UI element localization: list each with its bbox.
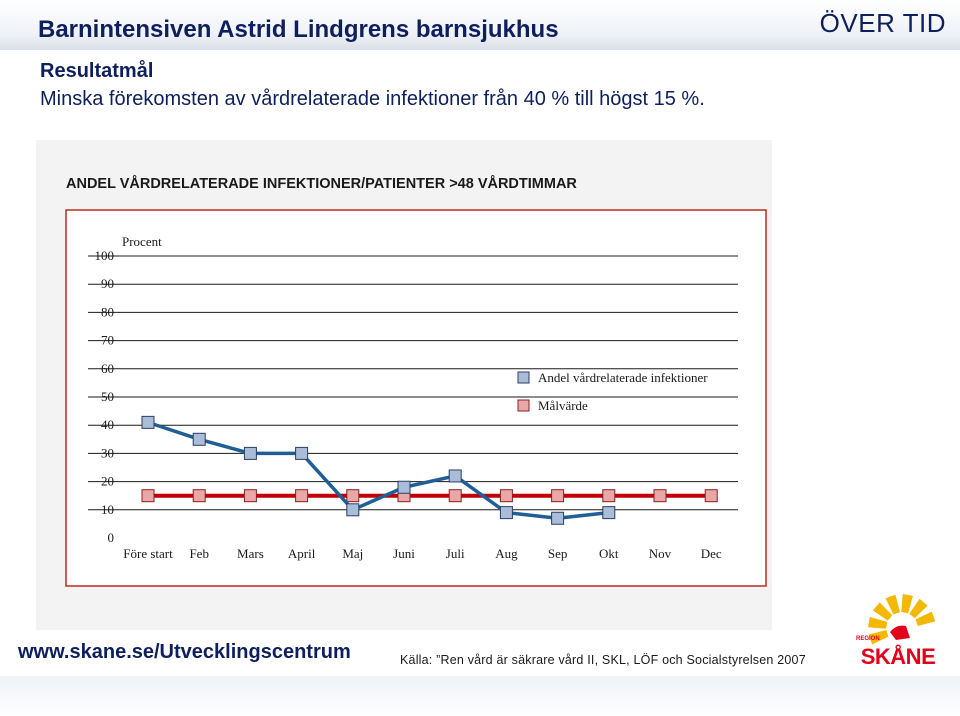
y-tick-40: 40 [101,417,114,432]
x-tick-1: Feb [189,546,209,561]
series-1-point-2 [243,489,257,503]
y-tick-50: 50 [101,389,114,404]
y-tick-labels: 0 10 20 30 40 50 60 70 80 90 100 [95,248,115,545]
y-tick-10: 10 [101,502,114,517]
plot-frame [65,209,767,587]
y-tick-90: 90 [101,276,114,291]
y-tick-0: 0 [108,530,115,545]
series-line-0 [147,420,609,521]
series-0-point-5 [397,480,411,494]
x-tick-labels: Före start Feb Mars April Maj Juni Juli Aug Sep O… [123,546,722,561]
x-tick-10: Nov [649,546,672,561]
y-tick-70: 70 [101,333,114,348]
source-note: Källa: ”Ren vård är säkrare vård II, SKL… [400,653,806,667]
result-goal-text: Minska förekomsten av vårdrelaterade inf… [40,88,705,110]
y-tick-20: 20 [101,474,114,489]
series-0-point-6 [448,469,462,483]
logo-text: SKÅNE [860,644,936,669]
series-0-point-7 [499,506,513,520]
logo-mark [868,594,936,645]
x-tick-5: Juni [393,546,415,561]
logo-ray-5 [909,598,928,619]
series-1-point-8 [551,489,565,503]
chart-title: ANDEL VÅRDRELATERADE INFEKTIONER/PATIENT… [66,175,577,192]
logo-ray-3 [885,594,900,615]
series-0-point-2 [243,446,257,460]
series-1-point-7 [499,489,513,503]
result-goal-heading: Resultatmål [40,60,154,82]
series-1-point-4 [346,489,360,503]
chart-area: ANDEL VÅRDRELATERADE INFEKTIONER/PATIENT… [36,140,772,630]
legend-marker-0 [517,371,530,384]
series-0-point-9 [602,506,616,520]
legend-label-1: Målvärde [538,398,588,413]
series-0-point-1 [192,432,206,446]
x-tick-0: Före start [123,546,173,561]
x-tick-2: Mars [237,546,264,561]
logo-ray-2 [872,602,893,621]
legend: Andel vårdrelaterade infektioner Målvärde [517,370,708,413]
series-1-point-6 [448,489,462,503]
line-chart: ANDEL VÅRDRELATERADE INFEKTIONER/PATIENT… [65,175,767,587]
series-0-point-8 [551,511,565,525]
logo-small-text: REGION [856,636,880,642]
series-group [141,415,718,525]
logo-ray-4 [901,594,913,614]
series-1-point-9 [602,489,616,503]
section-label: ÖVER TID [819,8,946,38]
page-title: Barnintensiven Astrid Lindgrens barnsjuk… [38,16,559,43]
legend-marker-1 [517,399,530,412]
y-axis-label: Procent [122,234,162,249]
y-tick-30: 30 [101,445,114,460]
series-0-point-0 [141,415,155,429]
x-tick-7: Aug [495,546,518,561]
y-tick-80: 80 [101,304,114,319]
series-0-point-4 [346,503,360,517]
series-1-point-10 [653,489,667,503]
series-1-point-11 [704,489,718,503]
series-1-point-3 [295,489,309,503]
legend-label-0: Andel vårdrelaterade infektioner [538,370,708,385]
footer-band [0,676,960,716]
y-tick-60: 60 [101,361,114,376]
region-skane-logo: REGION SKÅNE [852,588,944,672]
logo-ray-6 [915,611,936,626]
header-band [0,0,960,50]
logo-ray-1 [868,617,888,629]
y-tick-100: 100 [95,248,115,263]
series-0-point-3 [295,446,309,460]
footer-url[interactable]: www.skane.se/Utvecklingscentrum [18,641,351,663]
x-tick-6: Juli [446,546,465,561]
x-tick-9: Okt [599,546,619,561]
x-tick-4: Maj [342,546,363,561]
x-tick-11: Dec [701,546,722,561]
series-1-point-0 [141,489,155,503]
x-tick-8: Sep [548,546,568,561]
x-tick-3: April [288,546,316,561]
series-1-point-1 [192,489,206,503]
logo-ray-0 [868,630,889,645]
gridlines [88,255,738,511]
